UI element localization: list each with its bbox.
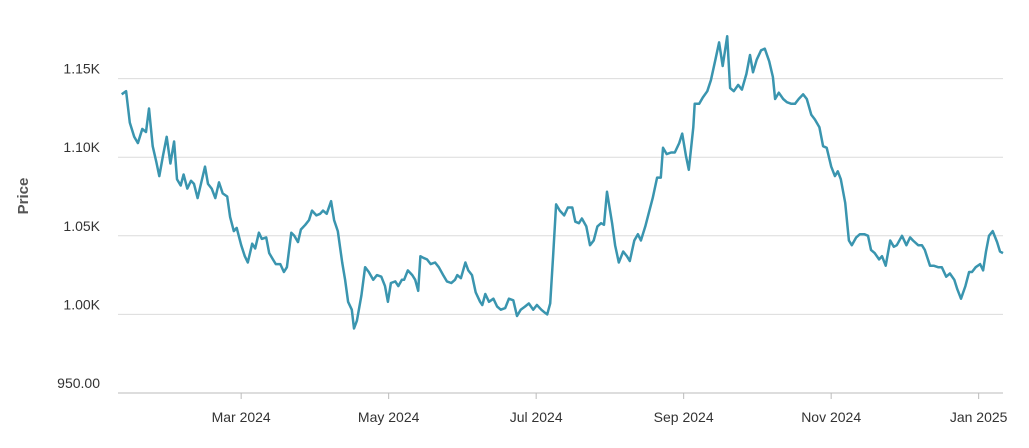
y-tick-label: 1.05K <box>63 218 100 234</box>
y-tick-label: 1.10K <box>63 139 100 155</box>
x-tick-label: May 2024 <box>358 409 420 425</box>
x-tick-label: Mar 2024 <box>212 409 271 425</box>
y-tick-label: 1.00K <box>63 296 100 312</box>
y-tick-label: 1.15K <box>63 61 100 77</box>
x-tick-label: Nov 2024 <box>801 409 861 425</box>
y-axis-title: Price <box>15 178 32 215</box>
price-line <box>120 34 1004 330</box>
y-tick-label: 950.00 <box>57 375 100 391</box>
x-tick-label: Jan 2025 <box>950 409 1008 425</box>
x-tick-label: Sep 2024 <box>654 409 714 425</box>
x-tick-label: Jul 2024 <box>510 409 563 425</box>
